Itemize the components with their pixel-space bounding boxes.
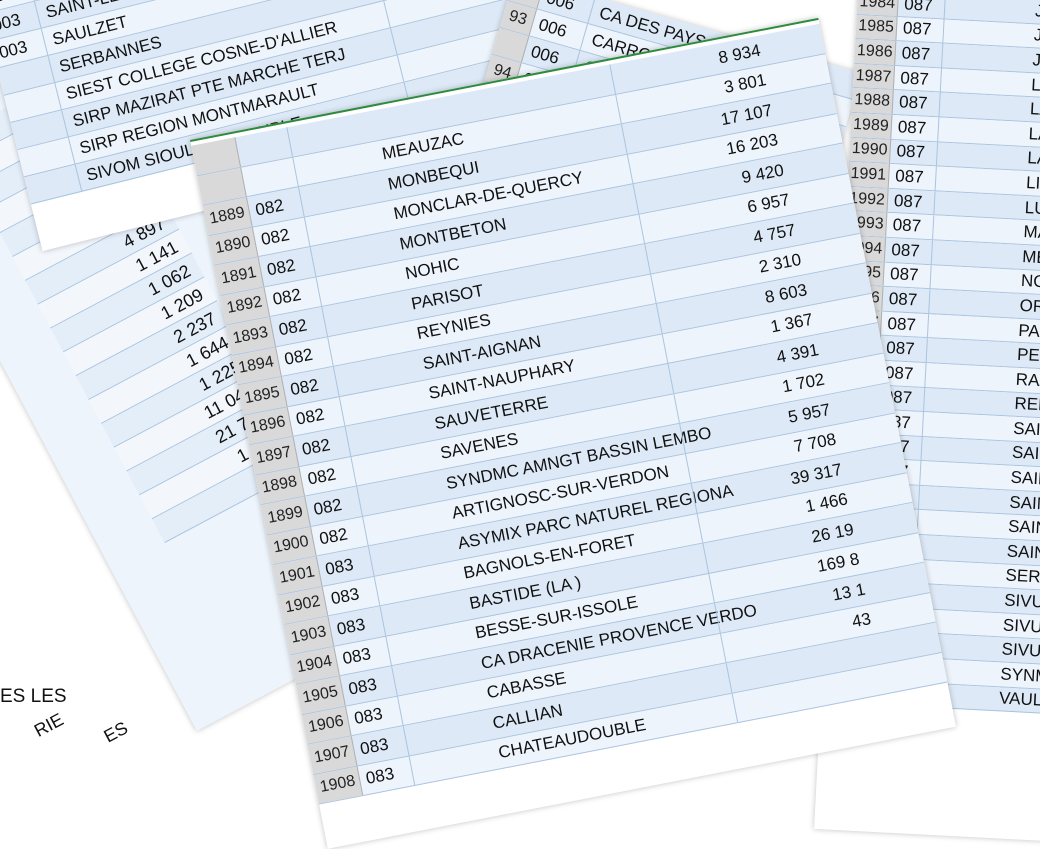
department-code (7, 96, 57, 109)
department-code: 082 (300, 461, 355, 491)
department-code: 087 (885, 240, 932, 262)
department-code: 087 (891, 117, 938, 139)
department-code: 087 (895, 43, 942, 65)
department-code: 087 (897, 19, 944, 41)
row-number: 1988 (852, 88, 894, 114)
row-number: 1990 (849, 137, 891, 163)
department-code: 083 (324, 581, 379, 611)
department-code: 087 (880, 338, 927, 360)
department-code: 082 (260, 252, 315, 282)
name-fragment: ES LES (0, 686, 67, 708)
department-code: 087 (884, 264, 931, 286)
department-code: 082 (294, 431, 349, 461)
row-number: 1989 (850, 113, 892, 139)
row-number: 1987 (853, 64, 895, 90)
department-code: 087 (898, 0, 945, 16)
name-fragment: RIE (31, 709, 67, 742)
department-code: 087 (888, 190, 935, 212)
row-number: 1991 (848, 162, 890, 188)
row-number: 1985 (855, 15, 897, 41)
department-code: 083 (329, 611, 384, 641)
department-code: 082 (248, 192, 303, 222)
department-code: 082 (283, 372, 338, 402)
department-code: 082 (306, 491, 361, 521)
department-code: 087 (882, 289, 929, 311)
department-code: 087 (881, 313, 928, 335)
department-code: 083 (358, 761, 413, 791)
department-code: 082 (312, 521, 367, 551)
department-code: 083 (335, 641, 390, 671)
department-code: 083 (347, 701, 402, 731)
name-fragment: ES (100, 718, 131, 748)
department-code (238, 142, 289, 152)
department-code: 087 (893, 92, 940, 114)
department-code: 087 (894, 68, 941, 90)
department-code: 083 (353, 731, 408, 761)
department-code: 083 (341, 671, 396, 701)
department-code: 082 (277, 342, 332, 372)
department-code: 082 (289, 402, 344, 432)
department-code (21, 151, 71, 164)
department-code: 083 (318, 551, 373, 581)
department-code: 087 (889, 166, 936, 188)
department-code: 082 (265, 282, 320, 312)
row-number: 1986 (854, 39, 896, 65)
department-code: 087 (890, 141, 937, 163)
department-code: 082 (254, 222, 309, 252)
department-code: 082 (271, 312, 326, 342)
department-code (0, 69, 50, 82)
department-code (27, 178, 77, 191)
department-code (14, 124, 64, 137)
row-number: 1984 (857, 0, 899, 16)
department-code: 087 (886, 215, 933, 237)
department-code (244, 172, 295, 182)
